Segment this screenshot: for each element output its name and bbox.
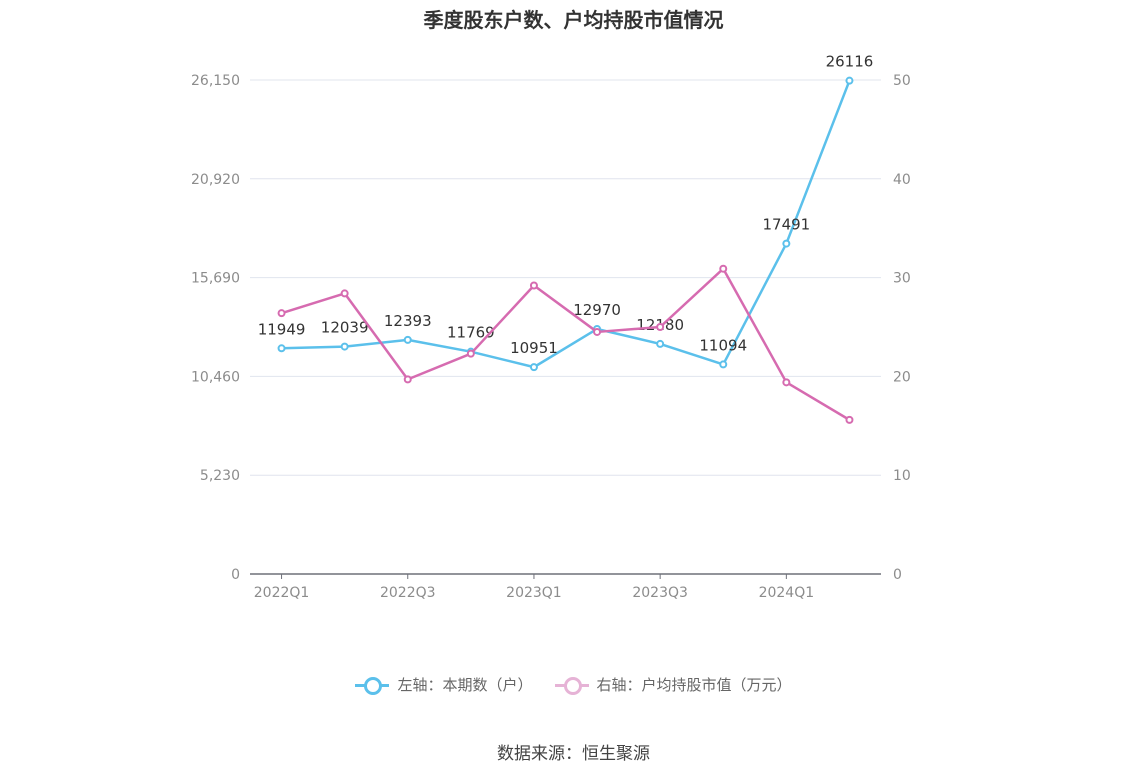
data-point-households [719,360,728,369]
data-label: 26116 [826,53,874,71]
right-axis-tick-label: 40 [893,172,911,188]
data-point-avg-market-value [845,415,854,424]
legend-left-label: 左轴：本期数（户） [397,676,533,694]
data-point-households [277,344,286,353]
right-axis-tick-label: 20 [893,369,911,385]
data-label: 11949 [258,320,306,338]
data-label: 12970 [573,301,621,319]
legend-line-marker-icon [554,676,589,695]
data-point-avg-market-value [782,378,791,387]
data-point-avg-market-value [656,323,665,331]
data-point-avg-market-value [277,309,286,318]
x-axis-tick-label: 2023Q3 [632,585,688,601]
chart-legend: 左轴：本期数（户） 右轴：户均持股市值（万元） [0,674,1147,695]
right-axis-tick-label: 10 [893,468,911,484]
data-label: 11769 [447,324,495,342]
data-label: 11094 [699,336,747,354]
left-axis-tick-label: 5,230 [200,468,240,484]
legend-item-right[interactable]: 右轴：户均持股市值（万元） [554,674,792,695]
series-line-avg-market-value [281,267,851,421]
data-point-avg-market-value [593,327,602,336]
data-point-households [782,239,791,248]
data-label: 10951 [510,339,558,357]
x-axis-tick-label: 2024Q1 [759,585,815,601]
right-axis-tick-label: 30 [893,271,911,287]
data-label: 12393 [384,312,432,330]
data-point-households [656,339,665,348]
series-line-households [281,80,851,369]
data-point-households [403,335,412,344]
chart-title: 季度股东户数、户均持股市值情况 [423,8,724,32]
legend-line-marker-icon [355,676,390,695]
data-point-households [340,342,349,351]
data-label: 12039 [321,319,369,337]
data-point-avg-market-value [340,289,349,298]
data-source: 数据来源：恒生聚源 [497,744,650,764]
right-axis-tick-label: 50 [893,73,911,89]
data-point-avg-market-value [719,264,728,273]
data-point-avg-market-value [529,281,538,290]
left-axis-tick-label: 0 [231,567,240,583]
x-axis-tick-label: 2023Q1 [506,585,562,601]
x-axis-tick-label: 2022Q1 [254,585,310,601]
left-axis-tick-label: 20,920 [191,172,240,188]
x-axis-tick-label: 2022Q3 [380,585,436,601]
data-point-avg-market-value [403,375,412,384]
left-axis-tick-label: 26,150 [191,73,240,89]
legend-item-left[interactable]: 左轴：本期数（户） [355,674,533,695]
data-point-households [845,76,854,85]
legend-right-label: 右轴：户均持股市值（万元） [596,676,792,694]
data-point-avg-market-value [466,349,475,358]
left-axis-tick-label: 15,690 [191,271,240,287]
data-point-households [529,363,538,372]
data-label: 17491 [762,216,810,234]
right-axis-tick-label: 0 [893,567,902,583]
left-axis-tick-label: 10,460 [191,369,240,385]
